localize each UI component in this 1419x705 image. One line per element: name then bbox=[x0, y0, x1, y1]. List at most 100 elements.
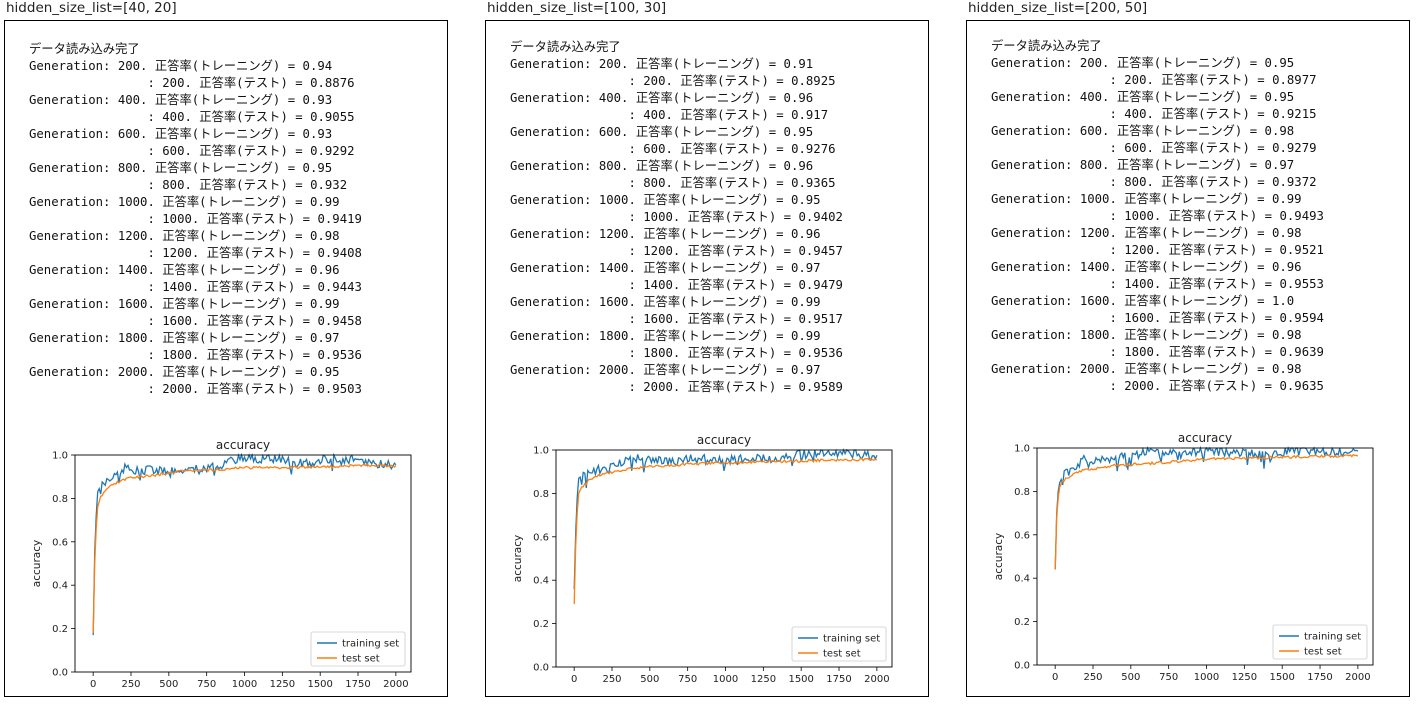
log-line-test: : 1400. 正答率(テスト) = 0.9553 bbox=[991, 277, 1324, 291]
log-line-train: Generation: 1200. 正答率(トレーニング) = 0.96 bbox=[510, 227, 821, 241]
x-tick-label: 750 bbox=[197, 679, 216, 687]
log-line-test: : 2000. 正答率(テスト) = 0.9635 bbox=[991, 379, 1324, 393]
y-tick-label: 0.4 bbox=[1014, 574, 1030, 585]
x-tick-label: 500 bbox=[159, 679, 178, 687]
log-line-train: Generation: 1000. 正答率(トレーニング) = 0.95 bbox=[510, 193, 821, 207]
log-line-train: Generation: 800. 正答率(トレーニング) = 0.95 bbox=[29, 161, 333, 175]
log-line-train: Generation: 2000. 正答率(トレーニング) = 0.97 bbox=[510, 363, 821, 377]
y-tick-label: 0.8 bbox=[52, 494, 68, 505]
log-line-train: Generation: 200. 正答率(トレーニング) = 0.95 bbox=[991, 56, 1295, 70]
log-line-test: : 1800. 正答率(テスト) = 0.9639 bbox=[991, 345, 1324, 359]
log-line-train: Generation: 1200. 正答率(トレーニング) = 0.98 bbox=[991, 226, 1302, 240]
training-series-line bbox=[92, 452, 397, 636]
output-cell: データ読み込み完了 Generation: 200. 正答率(トレーニング) = … bbox=[966, 20, 1410, 697]
log-line-test: : 2000. 正答率(テスト) = 0.9589 bbox=[510, 380, 843, 394]
legend-test-label: test set bbox=[342, 654, 380, 665]
x-tick-label: 1000 bbox=[713, 674, 738, 682]
test-series-line bbox=[92, 462, 397, 633]
log-line-train: Generation: 1600. 正答率(トレーニング) = 0.99 bbox=[510, 295, 821, 309]
log-line-train: Generation: 600. 正答率(トレーニング) = 0.98 bbox=[991, 124, 1295, 138]
log-line-test: : 600. 正答率(テスト) = 0.9279 bbox=[991, 141, 1317, 155]
x-tick-label: 2000 bbox=[864, 674, 889, 682]
x-tick-label: 2000 bbox=[383, 679, 408, 687]
log-line-train: Generation: 600. 正答率(トレーニング) = 0.95 bbox=[510, 125, 814, 139]
log-line-train: Generation: 1800. 正答率(トレーニング) = 0.97 bbox=[29, 331, 340, 345]
log-line-test: : 400. 正答率(テスト) = 0.9215 bbox=[991, 107, 1317, 121]
panel-title: hidden_size_list=[40, 20] bbox=[6, 0, 177, 16]
log-header: データ読み込み完了 bbox=[510, 40, 621, 54]
x-tick-label: 750 bbox=[678, 674, 697, 682]
chart-title: accuracy bbox=[697, 433, 751, 447]
x-tick-label: 0 bbox=[571, 674, 577, 682]
log-line-test: : 1600. 正答率(テスト) = 0.9458 bbox=[29, 314, 362, 328]
test-series-line bbox=[1054, 453, 1359, 570]
log-line-train: Generation: 1600. 正答率(トレーニング) = 1.0 bbox=[991, 294, 1295, 308]
log-line-test: : 1600. 正答率(テスト) = 0.9517 bbox=[510, 312, 843, 326]
x-tick-label: 1000 bbox=[232, 679, 257, 687]
y-tick-label: 0.2 bbox=[52, 624, 68, 635]
log-line-test: : 1200. 正答率(テスト) = 0.9457 bbox=[510, 244, 843, 258]
log-line-test: : 2000. 正答率(テスト) = 0.9503 bbox=[29, 382, 362, 396]
y-tick-label: 0.4 bbox=[533, 576, 549, 587]
x-tick-label: 1000 bbox=[1194, 672, 1219, 680]
log-line-test: : 1200. 正答率(テスト) = 0.9521 bbox=[991, 243, 1324, 257]
log-line-test: : 1200. 正答率(テスト) = 0.9408 bbox=[29, 246, 362, 260]
legend-training-label: training set bbox=[823, 634, 880, 645]
log-line-train: Generation: 400. 正答率(トレーニング) = 0.95 bbox=[991, 90, 1295, 104]
accuracy-chart: accuracy 0.0 0.2 0.4 0.6 0.8 1.0 0 250 500 750 1000… bbox=[993, 431, 1374, 680]
log-line-test: : 800. 正答率(テスト) = 0.932 bbox=[29, 178, 348, 192]
log-line-test: : 400. 正答率(テスト) = 0.917 bbox=[510, 108, 829, 122]
log-line-train: Generation: 600. 正答率(トレーニング) = 0.93 bbox=[29, 127, 333, 141]
y-tick-label: 0.6 bbox=[1014, 530, 1030, 541]
log-line-test: : 200. 正答率(テスト) = 0.8977 bbox=[991, 73, 1317, 87]
y-tick-label: 0.8 bbox=[1014, 487, 1030, 498]
output-cell: データ読み込み完了 Generation: 200. 正答率(トレーニング) = … bbox=[485, 20, 929, 697]
x-tick-label: 1750 bbox=[345, 679, 370, 687]
plot-frame bbox=[74, 454, 412, 673]
legend: training set test set bbox=[310, 631, 406, 667]
accuracy-chart: accuracy 0.0 0.2 0.4 0.6 0.8 1.0 0 250 500 750 1000… bbox=[31, 438, 412, 687]
x-tick-label: 500 bbox=[640, 674, 659, 682]
y-tick-label: 0.4 bbox=[52, 581, 68, 592]
training-log: データ読み込み完了 Generation: 200. 正答率(トレーニング) = … bbox=[991, 38, 1324, 395]
x-tick-label: 500 bbox=[1121, 672, 1140, 680]
x-tick-label: 250 bbox=[121, 679, 140, 687]
legend: training set test set bbox=[1272, 624, 1368, 660]
training-series-line bbox=[1054, 445, 1359, 570]
log-line-test: : 800. 正答率(テスト) = 0.9372 bbox=[991, 175, 1317, 189]
log-header: データ読み込み完了 bbox=[991, 39, 1102, 53]
log-line-test: : 200. 正答率(テスト) = 0.8876 bbox=[29, 76, 355, 90]
x-tick-label: 0 bbox=[90, 679, 96, 687]
y-tick-label: 0.0 bbox=[533, 663, 549, 674]
log-line-train: Generation: 200. 正答率(トレーニング) = 0.91 bbox=[510, 57, 814, 71]
panel-title: hidden_size_list=[200, 50] bbox=[968, 0, 1148, 16]
x-tick-label: 250 bbox=[1083, 672, 1102, 680]
y-axis-label: accuracy bbox=[31, 540, 43, 587]
log-line-test: : 1000. 正答率(テスト) = 0.9493 bbox=[991, 209, 1324, 223]
legend-test-label: test set bbox=[823, 649, 861, 660]
log-line-test: : 400. 正答率(テスト) = 0.9055 bbox=[29, 110, 355, 124]
y-tick-label: 0.0 bbox=[52, 668, 68, 679]
log-line-test: : 1800. 正答率(テスト) = 0.9536 bbox=[29, 348, 362, 362]
log-line-test: : 1800. 正答率(テスト) = 0.9536 bbox=[510, 346, 843, 360]
x-tick-label: 2000 bbox=[1345, 672, 1370, 680]
y-axis-label: accuracy bbox=[512, 535, 524, 582]
log-line-test: : 1600. 正答率(テスト) = 0.9594 bbox=[991, 311, 1324, 325]
log-line-train: Generation: 800. 正答率(トレーニング) = 0.96 bbox=[510, 159, 814, 173]
log-line-test: : 1400. 正答率(テスト) = 0.9479 bbox=[510, 278, 843, 292]
x-tick-label: 1500 bbox=[788, 674, 813, 682]
y-tick-label: 1.0 bbox=[52, 451, 68, 462]
log-line-train: Generation: 1200. 正答率(トレーニング) = 0.98 bbox=[29, 229, 340, 243]
y-tick-label: 0.6 bbox=[533, 532, 549, 543]
x-tick-label: 1500 bbox=[307, 679, 332, 687]
x-tick-label: 1750 bbox=[826, 674, 851, 682]
log-header: データ読み込み完了 bbox=[29, 42, 140, 56]
log-line-train: Generation: 1400. 正答率(トレーニング) = 0.96 bbox=[29, 263, 340, 277]
x-tick-label: 1250 bbox=[751, 674, 776, 682]
legend-training-label: training set bbox=[1304, 632, 1361, 643]
y-tick-label: 1.0 bbox=[1014, 444, 1030, 455]
chart-title: accuracy bbox=[216, 438, 270, 452]
panel-2: hidden_size_list=[100, 30] データ読み込み完了 Gene… bbox=[481, 0, 936, 705]
training-series-line bbox=[573, 448, 878, 589]
log-line-train: Generation: 1400. 正答率(トレーニング) = 0.97 bbox=[510, 261, 821, 275]
